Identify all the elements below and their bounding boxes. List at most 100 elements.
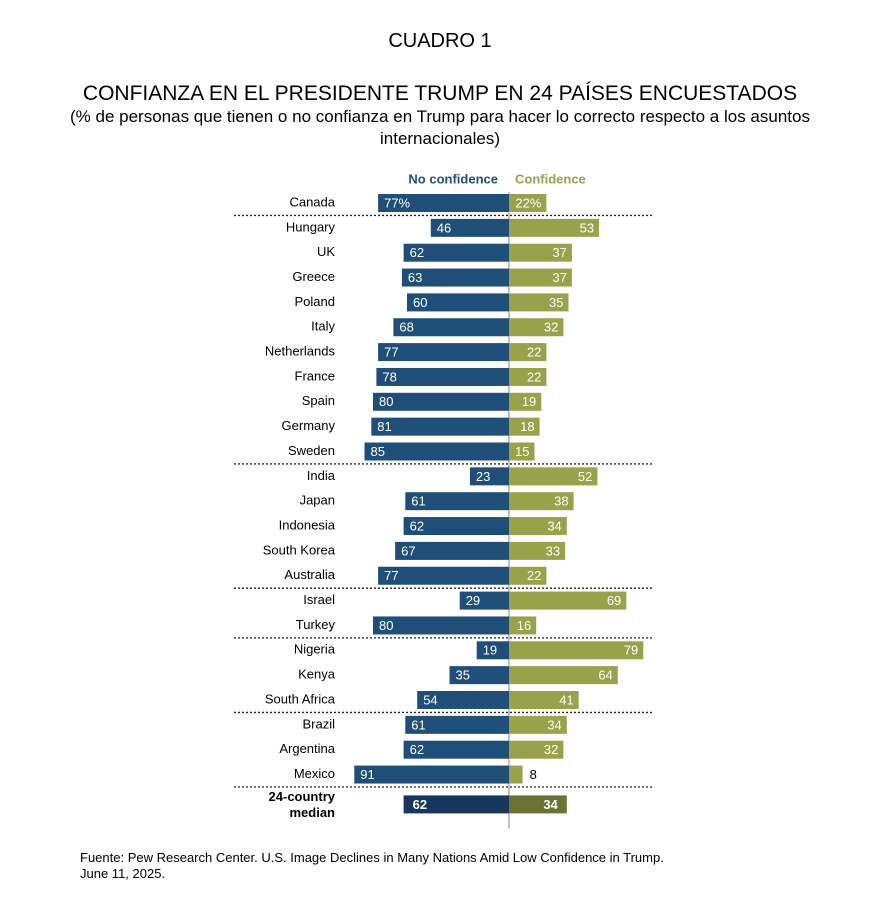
- bar-no-confidence: [373, 392, 509, 411]
- bar-no-confidence: [459, 591, 509, 610]
- country-label: Germany: [282, 418, 336, 433]
- source-line-2: June 11, 2025.: [80, 866, 166, 881]
- country-label: Mexico: [294, 766, 335, 781]
- median-bar-no-confidence: [403, 795, 509, 814]
- bar-confidence: [509, 765, 523, 784]
- value-label-confidence: 32: [544, 742, 558, 757]
- country-label: UK: [317, 244, 335, 259]
- bar-no-confidence: [371, 417, 509, 436]
- value-label-confidence: 16: [517, 618, 531, 633]
- value-label-no-confidence: 62: [410, 742, 424, 757]
- bar-no-confidence: [354, 765, 509, 784]
- country-label: South Africa: [265, 691, 336, 706]
- bar-confidence: [509, 293, 569, 312]
- value-label-no-confidence: 62: [410, 245, 424, 260]
- bar-confidence: [509, 541, 566, 560]
- bar-no-confidence: [407, 293, 509, 312]
- value-label-confidence: 41: [559, 692, 573, 707]
- bar-no-confidence: [378, 343, 509, 362]
- value-label-confidence: 22: [527, 369, 541, 384]
- bar-confidence: [509, 367, 547, 386]
- country-label: India: [307, 468, 336, 483]
- table-number: CUADRO 1: [388, 30, 492, 52]
- value-label-no-confidence: 63: [408, 270, 422, 285]
- bar-no-confidence: [364, 442, 509, 461]
- bar-confidence: [509, 218, 600, 237]
- bar-no-confidence: [401, 268, 509, 287]
- country-label: Turkey: [296, 617, 336, 632]
- value-label-confidence: 15: [515, 444, 529, 459]
- bar-no-confidence: [378, 566, 509, 585]
- value-label-confidence: 22: [527, 345, 541, 360]
- value-label-confidence: 35: [549, 295, 563, 310]
- value-label-no-confidence: 77: [384, 568, 398, 583]
- bar-confidence: [509, 691, 579, 709]
- value-label-confidence: 18: [520, 419, 534, 434]
- bar-no-confidence: [403, 517, 509, 536]
- country-label: Japan: [300, 493, 335, 508]
- value-label-no-confidence: 19: [483, 643, 497, 658]
- country-label: Netherlands: [265, 344, 336, 359]
- median-value-confidence: 34: [543, 797, 558, 812]
- value-label-confidence: 34: [547, 717, 561, 732]
- value-label-no-confidence: 91: [360, 767, 374, 782]
- bar-no-confidence: [403, 740, 509, 759]
- bar-no-confidence: [476, 641, 509, 660]
- bar-confidence: [509, 616, 537, 635]
- value-label-confidence: 52: [578, 469, 592, 484]
- bar-no-confidence: [378, 194, 509, 212]
- value-label-confidence: 53: [580, 220, 594, 235]
- bar-confidence: [509, 417, 540, 436]
- bar-confidence: [509, 243, 572, 262]
- bar-confidence: [509, 715, 567, 734]
- bar-confidence: [509, 566, 547, 585]
- value-label-confidence: 69: [607, 593, 621, 608]
- bar-confidence: [509, 442, 535, 461]
- value-label-no-confidence: 68: [399, 320, 413, 335]
- bar-no-confidence: [417, 691, 509, 709]
- value-label-confidence: 22%: [515, 195, 541, 210]
- bar-confidence: [509, 392, 542, 411]
- value-label-confidence: 32: [544, 320, 558, 335]
- bar-confidence: [509, 666, 618, 685]
- country-label: Poland: [295, 294, 335, 309]
- value-label-no-confidence: 77%: [384, 195, 410, 210]
- country-label: Hungary: [286, 219, 336, 234]
- bar-confidence: [509, 591, 627, 610]
- value-label-no-confidence: 29: [466, 593, 480, 608]
- value-label-no-confidence: 80: [379, 618, 393, 633]
- legend-no-confidence: No confidence: [408, 171, 498, 186]
- bar-confidence: [509, 517, 567, 536]
- value-label-no-confidence: 85: [371, 444, 385, 459]
- value-label-confidence: 8: [530, 767, 537, 782]
- country-label: Sweden: [288, 443, 335, 458]
- value-label-confidence: 22: [527, 568, 541, 583]
- country-label: Canada: [289, 194, 335, 209]
- value-label-no-confidence: 78: [382, 369, 396, 384]
- value-label-no-confidence: 54: [423, 692, 437, 707]
- median-value-no-confidence: 62: [413, 797, 427, 812]
- country-label: Kenya: [298, 667, 336, 682]
- bar-no-confidence: [405, 715, 509, 734]
- country-label: Greece: [292, 269, 335, 284]
- median-label-line-2: median: [289, 805, 335, 820]
- country-label: Brazil: [302, 716, 335, 731]
- value-label-no-confidence: 80: [379, 394, 393, 409]
- bar-no-confidence: [395, 541, 509, 560]
- country-label: Spain: [302, 393, 335, 408]
- source-note: Fuente: Pew Research Center. U.S. Image …: [80, 850, 840, 882]
- bar-no-confidence: [376, 367, 509, 386]
- country-label: Argentina: [279, 741, 335, 756]
- bar-no-confidence: [449, 666, 509, 685]
- bar-no-confidence: [469, 467, 509, 486]
- country-label: Indonesia: [279, 517, 336, 532]
- value-label-confidence: 37: [552, 270, 566, 285]
- value-label-no-confidence: 62: [410, 518, 424, 533]
- value-label-no-confidence: 77: [384, 345, 398, 360]
- value-label-confidence: 19: [522, 394, 536, 409]
- value-label-no-confidence: 61: [411, 717, 425, 732]
- value-label-no-confidence: 81: [377, 419, 391, 434]
- value-label-no-confidence: 35: [456, 668, 470, 683]
- bar-confidence: [509, 343, 547, 362]
- country-label: Australia: [284, 567, 335, 582]
